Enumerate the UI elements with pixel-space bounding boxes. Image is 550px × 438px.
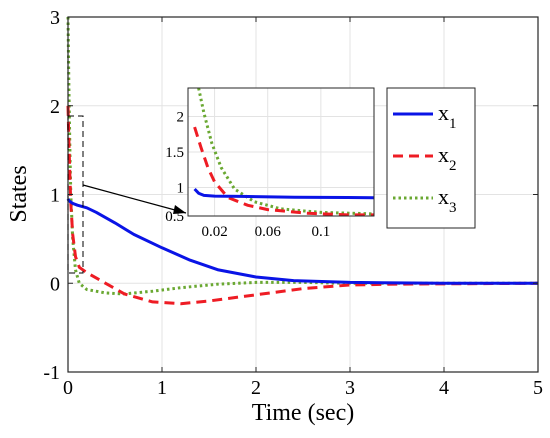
inset-frame — [187, 87, 375, 217]
inset-x-tick-label: 0.06 — [255, 224, 282, 240]
legend-label-subscript: 2 — [449, 158, 457, 174]
y-tick-labels: -1 0 1 2 3 — [43, 7, 60, 384]
x-axis-label: Time (sec) — [252, 400, 354, 426]
series-line-x3 — [66, 16, 538, 296]
legend-label-subscript: 3 — [449, 200, 457, 216]
y-tick-label: 0 — [50, 273, 60, 295]
series-line-x2 — [66, 105, 539, 306]
inset-plot: 0.02 0.06 0.1 0.5 1 1.5 2 — [165, 87, 375, 240]
x-tick-label: 0 — [63, 377, 73, 399]
zoom-arrow-head — [173, 205, 186, 214]
y-tick-label: 3 — [50, 7, 60, 29]
inset-x-tick-labels: 0.02 0.06 0.1 — [201, 224, 330, 240]
x-tick-label: 5 — [533, 377, 543, 399]
legend-label-name: x — [438, 142, 449, 167]
legend-label-x1: x1 — [438, 100, 457, 132]
inset-y-tick-label: 1.5 — [165, 145, 184, 161]
x-tick-label: 1 — [157, 377, 167, 399]
inset-x-tick-label: 0.02 — [201, 224, 227, 240]
zoom-arrow — [82, 184, 187, 214]
y-tick-label: 2 — [50, 96, 60, 118]
x-tick-label: 2 — [251, 377, 261, 399]
legend-label-name: x — [438, 184, 449, 209]
x-tick-label: 4 — [439, 377, 449, 399]
y-axis-label: States — [6, 165, 32, 222]
tick-marks — [67, 16, 539, 373]
inset-y-tick-labels: 0.5 1 1.5 2 — [165, 109, 184, 225]
series-layer — [66, 16, 539, 306]
inset-y-tick-label: 0.5 — [165, 209, 184, 225]
inset-x-tick-label: 0.1 — [311, 224, 330, 240]
zoom-region-box — [67, 115, 84, 274]
legend-box — [386, 87, 476, 229]
inset-series-line-x1 — [193, 187, 375, 200]
legend-label-subscript: 1 — [449, 116, 457, 132]
inset-series-layer — [193, 87, 375, 217]
x-tick-label: 3 — [345, 377, 355, 399]
legend-label-name: x — [438, 100, 449, 125]
legend-label-x3: x3 — [438, 184, 457, 216]
inset-series-line-x2 — [193, 126, 374, 217]
series-line-x1 — [66, 198, 538, 285]
y-tick-label: -1 — [43, 362, 60, 384]
inset-y-tick-label: 1 — [177, 181, 185, 197]
x-tick-labels: 0 1 2 3 4 5 — [63, 377, 543, 399]
legend-label-x2: x2 — [438, 142, 457, 174]
inset-y-tick-label: 2 — [177, 109, 185, 125]
y-tick-label: 1 — [50, 185, 60, 207]
